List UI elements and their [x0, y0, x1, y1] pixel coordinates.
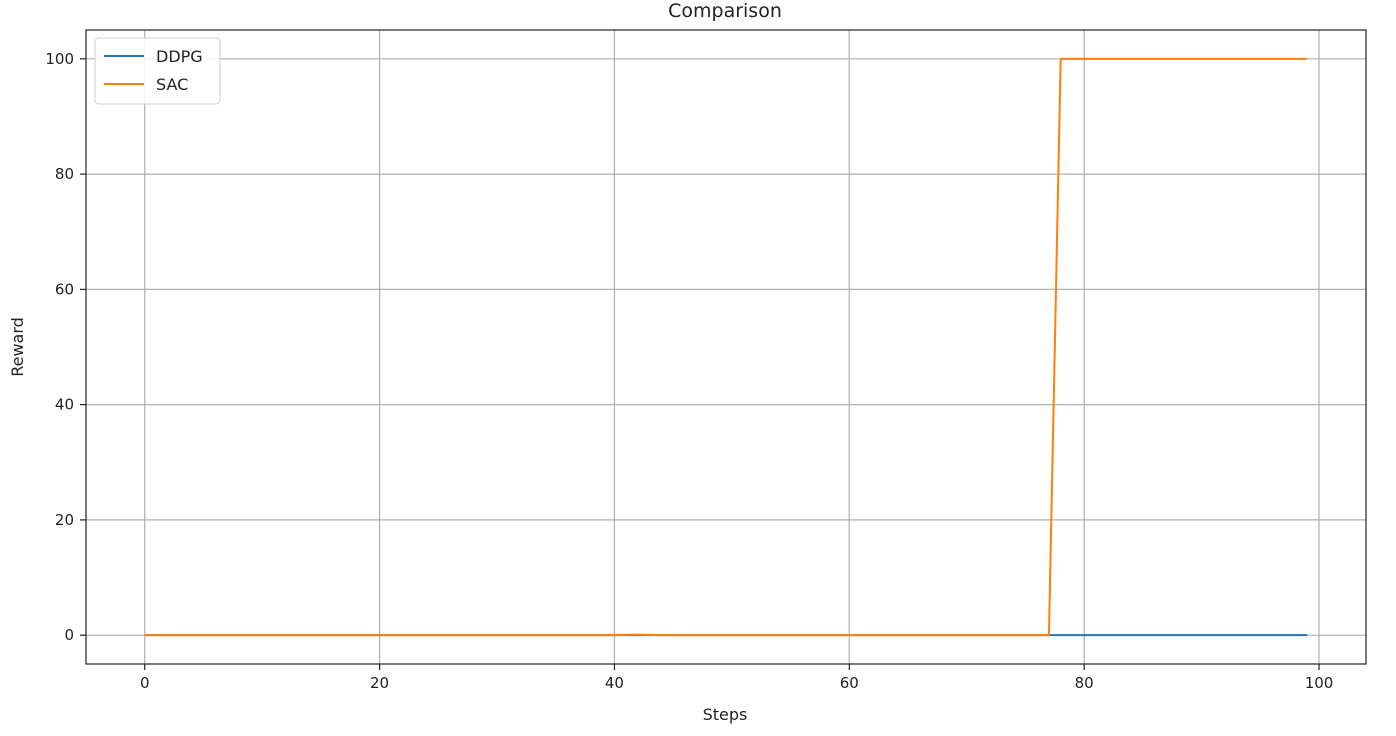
y-axis-label: Reward	[8, 317, 27, 377]
y-tick-label: 0	[64, 626, 74, 644]
x-axis-ticks: 0 20 40 60 80 100	[140, 664, 1333, 692]
legend-label-ddpg: DDPG	[156, 47, 203, 66]
plot-frame	[85, 29, 1367, 665]
y-tick-label: 60	[55, 280, 74, 298]
legend: DDPG SAC	[94, 37, 221, 105]
x-tick-label: 0	[140, 674, 150, 692]
y-tick-label: 20	[55, 511, 74, 529]
y-tick-label: 80	[55, 165, 74, 183]
x-tick-label: 20	[370, 674, 389, 692]
x-tick-label: 80	[1075, 674, 1094, 692]
x-axis-label: Steps	[703, 705, 748, 724]
series-line-sac	[144, 57, 1308, 637]
y-axis-ticks: 0 20 40 60 80 100	[45, 50, 86, 644]
y-tick-label: 40	[55, 396, 74, 414]
chart-title: Comparison	[668, 0, 782, 22]
series-lines	[144, 57, 1308, 637]
x-tick-label: 60	[840, 674, 859, 692]
grid	[86, 30, 1366, 664]
x-tick-label: 40	[605, 674, 624, 692]
legend-box	[94, 37, 221, 105]
y-tick-label: 100	[45, 50, 74, 68]
x-tick-label: 100	[1305, 674, 1334, 692]
legend-label-sac: SAC	[156, 75, 188, 94]
